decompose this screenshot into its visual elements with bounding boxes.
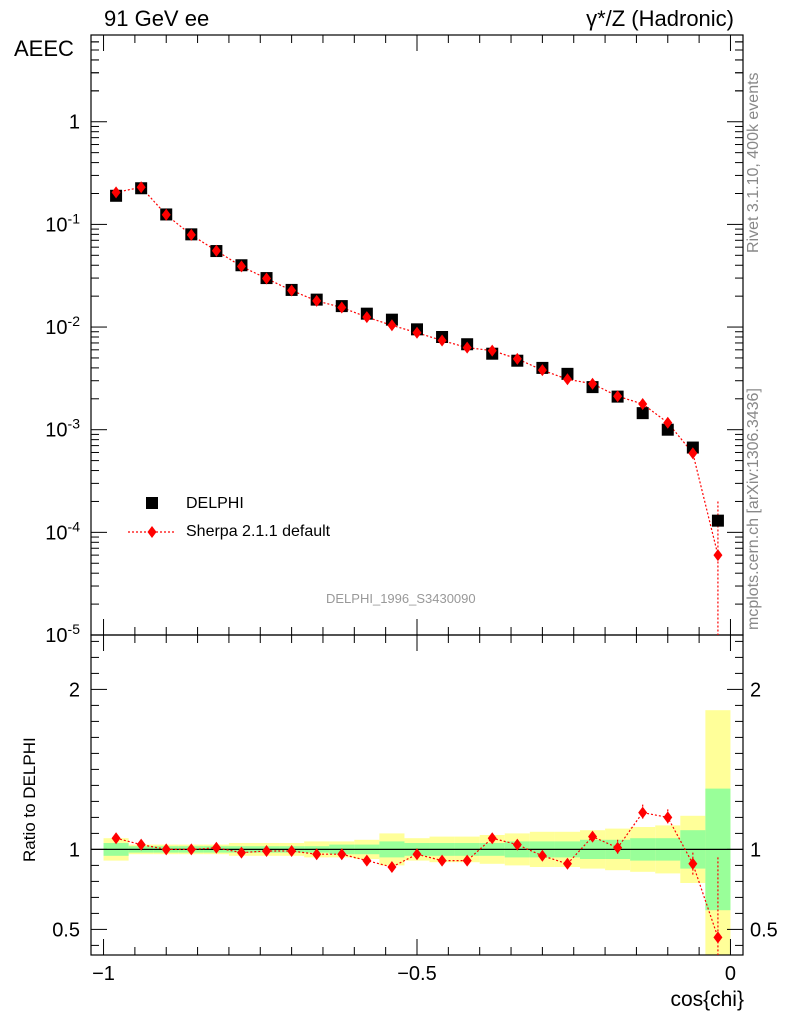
legend-marker-mc (147, 526, 157, 538)
ratio-mc-point (186, 843, 196, 856)
ratio-mc-point (312, 848, 322, 861)
ratio-mc-point (562, 857, 572, 870)
legend-label-data: DELPHI (186, 495, 244, 512)
x-tick-label: −1 (92, 963, 115, 985)
ratio-mc-point (262, 845, 272, 857)
ratio-y-tick-label-right: 2 (750, 679, 761, 701)
mc-point (562, 373, 572, 386)
mc-point (487, 344, 497, 357)
main-y-tick-label: 10-3 (45, 416, 80, 442)
mc-point (537, 364, 547, 377)
mc-point (211, 244, 221, 257)
data-point (661, 423, 674, 436)
mc-point (387, 319, 397, 332)
ratio-y-tick-label: 1 (69, 839, 80, 861)
mc-point (161, 208, 171, 221)
data-point (636, 407, 649, 420)
mc-point (312, 294, 322, 307)
mcplots-reference-note: mcplots.cern.ch [arXiv:1306.3436] (745, 388, 762, 630)
mc-point (186, 228, 196, 241)
mc-point (111, 186, 121, 199)
ratio-mc-point (688, 857, 698, 870)
legend-marker-data (146, 497, 158, 509)
ratio-mc-point (588, 830, 598, 843)
mc-point (287, 284, 297, 297)
mc-point (613, 390, 623, 403)
ratio-mc-point (713, 931, 723, 944)
ratio-mc-point (236, 846, 246, 859)
ratio-y-tick-label: 2 (69, 679, 80, 701)
x-axis-label: cos{chi} (670, 988, 744, 1011)
ratio-mc-point (111, 832, 121, 845)
main-y-tick-label: 10-2 (45, 313, 80, 339)
ratio-mc-point (437, 854, 447, 867)
mc-point (512, 352, 522, 365)
mc-point (262, 272, 272, 285)
mc-point (412, 326, 422, 339)
ratio-mc-point (136, 838, 146, 851)
ratio-mc-point (613, 841, 623, 854)
x-tick-label: 0 (725, 963, 736, 985)
ratio-plot-frame (90, 634, 744, 956)
mc-point (337, 301, 347, 314)
ratio-y-tick-label-right: 1 (750, 839, 761, 861)
ratio-mc-point (537, 849, 547, 862)
ratio-mc-point (161, 843, 171, 856)
main-y-tick-label: 10-1 (45, 210, 80, 236)
ratio-mc-point (337, 848, 347, 861)
mc-point (663, 416, 673, 429)
mc-point (437, 334, 447, 347)
mc-point (236, 260, 246, 273)
ratio-mc-point (287, 845, 297, 857)
ratio-mc-point (362, 854, 372, 867)
ratio-mc-point (387, 861, 397, 873)
main-y-tick-label: 10-5 (45, 621, 80, 647)
main-y-tick-label: 1 (69, 112, 80, 134)
ratio-y-tick-label-right: 0.5 (750, 919, 778, 941)
ratio-mc-point (412, 848, 422, 861)
mc-point (362, 311, 372, 324)
ratio-mc-point (512, 838, 522, 851)
analysis-reference-label: DELPHI_1996_S3430090 (326, 591, 476, 606)
x-tick-label: −0.5 (397, 963, 436, 985)
mc-point (688, 447, 698, 460)
mc-point (638, 397, 648, 410)
mc-point (713, 549, 723, 562)
ratio-mc-point (462, 854, 472, 867)
ratio-y-tick-label: 0.5 (52, 919, 80, 941)
ratio-mc-point (663, 811, 673, 824)
plot-title-left: 91 GeV ee (104, 6, 210, 31)
data-point (711, 514, 724, 527)
mc-point (462, 341, 472, 354)
ratio-mc-point (211, 841, 221, 854)
legend-label-mc: Sherpa 2.1.1 default (186, 523, 331, 540)
mc-point (136, 181, 146, 194)
main-y-tick-label: 10-4 (45, 518, 80, 544)
rivet-version-note: Rivet 3.1.10, 400k events (745, 72, 762, 253)
mc-point (588, 377, 598, 390)
plot-title-right: γ*/Z (Hadronic) (586, 6, 734, 31)
ratio-mc-point (638, 806, 648, 819)
ratio-y-axis-label: Ratio to DELPHI (20, 737, 39, 862)
ratio-mc-point (487, 832, 497, 845)
main-y-axis-label: AEEC (14, 36, 74, 61)
